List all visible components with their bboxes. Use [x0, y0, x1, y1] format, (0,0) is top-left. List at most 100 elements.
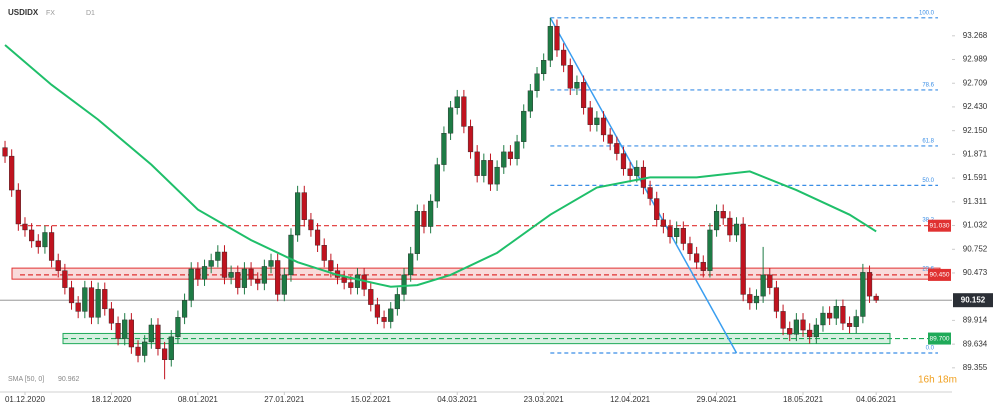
candle-body: [228, 272, 234, 278]
sma-legend-value: 90.962: [58, 376, 80, 383]
current-price-box: [953, 293, 993, 308]
candle-body: [68, 287, 75, 304]
timeframe: D1: [86, 10, 95, 17]
candle-body: [600, 117, 607, 136]
candle-body: [527, 90, 533, 112]
candle-body: [514, 141, 520, 159]
candle-body: [740, 223, 746, 295]
candle-body: [321, 245, 327, 261]
candle-body: [75, 302, 81, 312]
candle-body: [707, 229, 713, 271]
candle-body: [674, 228, 680, 237]
candle-body: [800, 319, 806, 331]
candle-body: [314, 229, 321, 246]
candle-body: [135, 346, 141, 356]
candle-body: [201, 266, 208, 280]
candle-body: [95, 289, 101, 318]
candle-body: [614, 143, 620, 154]
candle-body: [255, 278, 261, 284]
candle-body: [534, 73, 540, 91]
candle-body: [607, 134, 613, 144]
candle-body: [713, 211, 720, 231]
fib-label: 100.0: [919, 10, 935, 16]
candle-body: [647, 187, 653, 199]
x-tick-label: 12.04.2021: [610, 395, 651, 404]
candle-body: [434, 164, 440, 202]
sma-line: [4, 44, 877, 288]
candle-body: [208, 260, 214, 267]
candle-body: [142, 341, 148, 356]
candle-body: [408, 253, 414, 276]
candle-body: [42, 232, 48, 248]
candle-body: [115, 323, 121, 339]
zone: [11, 267, 941, 280]
x-tick-label: 18.05.2021: [783, 395, 824, 404]
candle-body: [421, 211, 427, 227]
candle-body: [374, 304, 381, 318]
x-tick-label: 04.06.2021: [856, 395, 897, 404]
sma-legend-name: SMA [50, 0]: [8, 376, 44, 383]
current-price-label: 90.152: [961, 295, 986, 304]
y-tick-label: 92.709: [963, 78, 988, 87]
candle-body: [773, 287, 780, 312]
x-tick-label: 23.03.2021: [524, 395, 565, 404]
y-tick-label: 90.473: [963, 268, 988, 277]
candle-body: [248, 268, 254, 280]
candle-body: [873, 295, 879, 301]
candle-body: [275, 260, 281, 295]
candle-body: [22, 223, 28, 231]
candle-body: [62, 270, 68, 288]
candle-body: [221, 251, 228, 278]
market: FX: [46, 10, 55, 17]
candle-body: [368, 289, 374, 305]
countdown: 16h 18m: [918, 375, 957, 386]
y-tick-label: 92.150: [963, 126, 988, 135]
candle-body: [288, 234, 294, 276]
candle-body: [88, 287, 95, 318]
candle-body: [521, 110, 527, 142]
candle-body: [122, 319, 128, 339]
candle-body: [9, 155, 15, 191]
candle-body: [328, 260, 334, 271]
candle-body: [727, 217, 733, 236]
y-tick-label: 92.430: [963, 102, 988, 111]
y-tick-label: 90.752: [963, 244, 988, 253]
candle-body: [348, 282, 354, 288]
candle-body: [82, 287, 88, 312]
candle-body: [541, 60, 547, 75]
candle-body: [620, 153, 627, 170]
candle-body: [195, 268, 201, 280]
candle-body: [820, 312, 826, 326]
candle-body: [341, 277, 347, 283]
candle-body: [833, 306, 839, 319]
candle-body: [401, 274, 407, 295]
level-label-box: [928, 268, 951, 281]
x-tick-label: 08.01.2021: [178, 395, 219, 404]
candle-body: [354, 274, 361, 288]
candle-body: [567, 65, 573, 89]
candle-body: [840, 306, 846, 324]
candle-body: [128, 319, 134, 348]
y-tick-label: 89.914: [963, 315, 988, 324]
candle-body: [634, 166, 640, 176]
candle-body: [15, 189, 21, 225]
candle-body: [561, 49, 567, 66]
candle-body: [2, 147, 8, 157]
candle-body: [580, 82, 587, 108]
candle-body: [428, 200, 434, 227]
fib-label: 78.6: [922, 83, 934, 89]
y-tick-label: 92.989: [963, 55, 988, 64]
level-label-box: [928, 332, 951, 345]
candle-body: [807, 329, 813, 338]
candle-body: [780, 311, 786, 329]
candle-body: [487, 160, 494, 185]
candle-body: [414, 211, 420, 254]
candle-body: [454, 96, 460, 108]
candle-body: [55, 260, 61, 271]
candle-body: [660, 219, 666, 227]
candle-body: [747, 294, 753, 304]
candle-body: [720, 211, 726, 219]
level-label-box: [928, 219, 951, 232]
